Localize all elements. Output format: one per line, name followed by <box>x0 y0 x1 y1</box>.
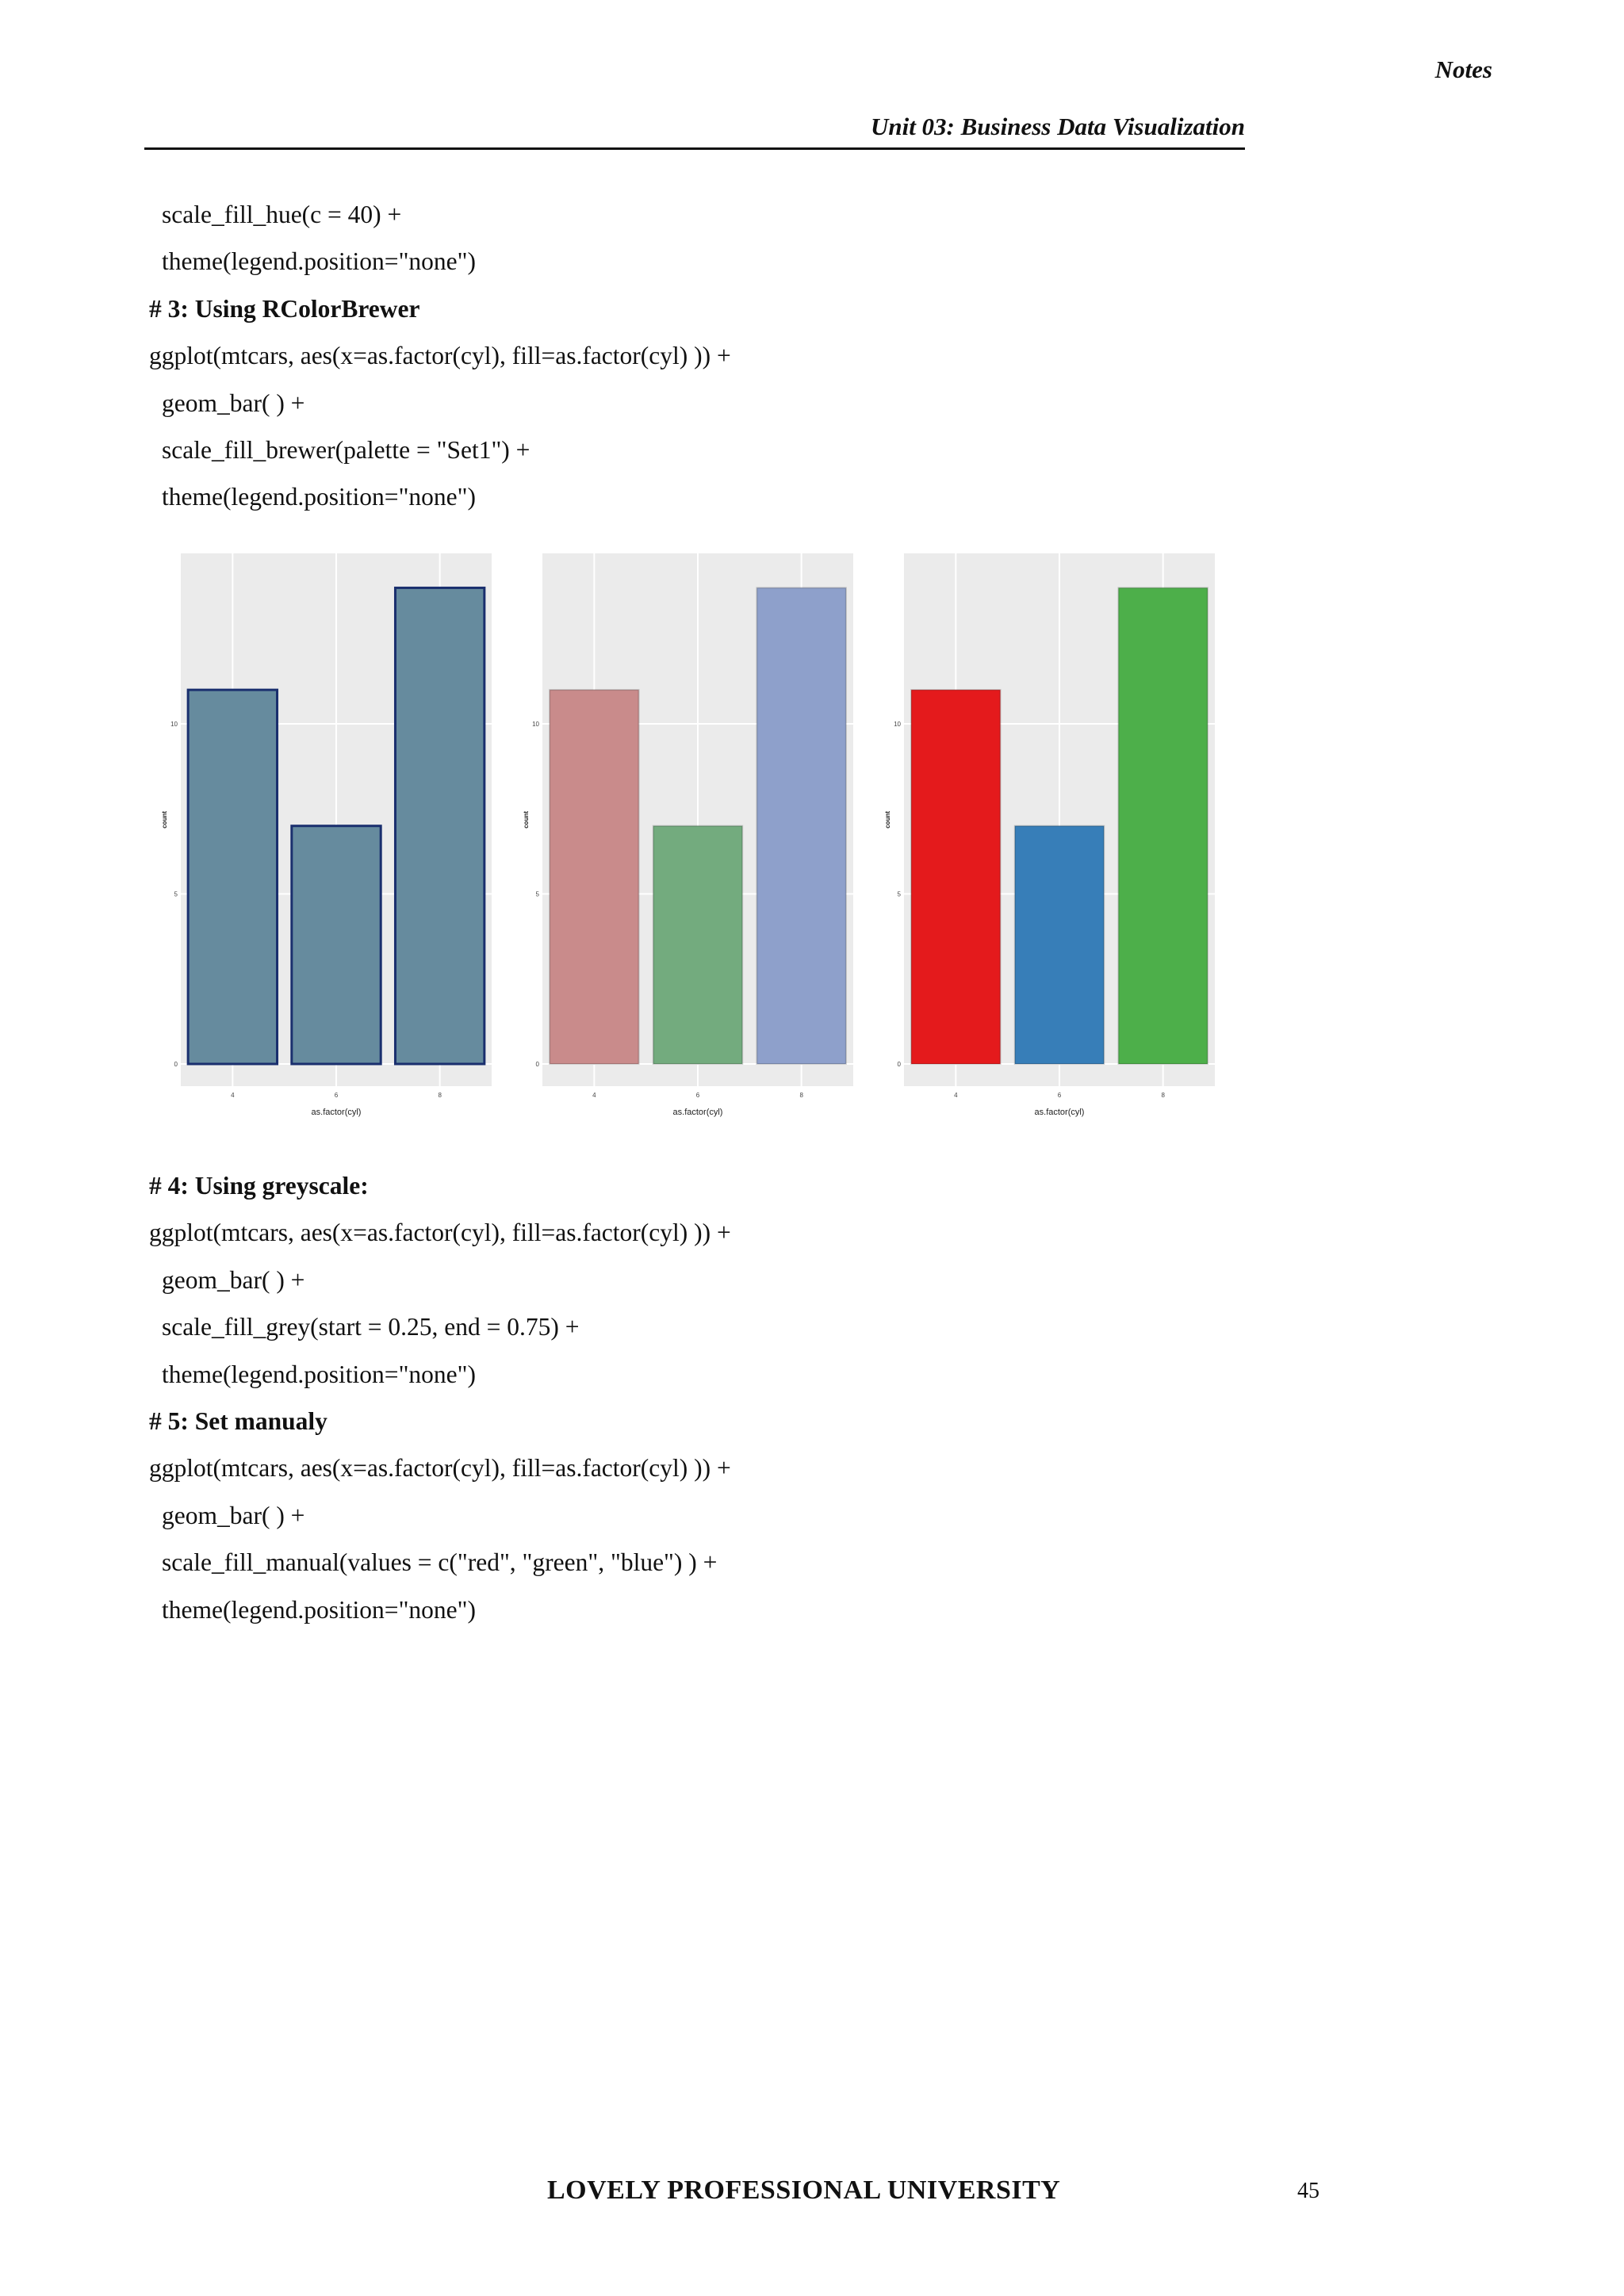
footer-university: LOVELY PROFESSIONAL UNIVERSITY <box>547 2175 1061 2205</box>
code-line: theme(legend.position="none") <box>162 1595 477 1624</box>
bar-6 <box>290 825 382 1066</box>
code-line: geom_bar( ) + <box>162 388 305 417</box>
y-tick-label: 0 <box>536 1061 540 1068</box>
code-line: scale_fill_manual(values = c("red", "gre… <box>162 1548 718 1577</box>
code-line: geom_bar( ) + <box>162 1265 305 1294</box>
y-tick-label: 5 <box>174 891 178 898</box>
x-tick-label: 8 <box>799 1092 803 1099</box>
code-line: scale_fill_hue(c = 40) + <box>162 201 402 228</box>
code-line: ggplot(mtcars, aes(x=as.factor(cyl), fil… <box>149 342 731 370</box>
chart-panel-3: 0 5 10 4 6 8 as.factor(cyl) count <box>882 550 1243 1137</box>
bar-6 <box>1013 825 1105 1065</box>
x-tick-label: 6 <box>335 1092 339 1099</box>
y-tick-label: 5 <box>536 891 540 898</box>
chart-panel-2: 0 5 10 4 6 8 as.factor(cyl) count <box>520 550 882 1137</box>
section-heading: # 4: Using greyscale: <box>149 1172 369 1200</box>
bar-4 <box>549 689 640 1065</box>
y-tick-label: 0 <box>898 1061 902 1068</box>
chart-panel-1: 0 5 10 4 6 8 as.factor(cyl) count <box>159 550 520 1137</box>
x-tick-label: 4 <box>592 1092 596 1099</box>
x-tick-label: 4 <box>231 1092 235 1099</box>
unit-header: Unit 03: Business Data Visualization <box>144 113 1245 150</box>
page-number: 45 <box>1297 2179 1320 2203</box>
code-line: theme(legend.position="none") <box>162 1360 477 1388</box>
notes-label: Notes <box>1434 55 1492 83</box>
x-axis-label: as.factor(cyl) <box>1035 1108 1085 1117</box>
code-block-1: scale_fill_hue(c = 40) + theme(legend.pos… <box>149 191 1101 521</box>
x-tick-label: 6 <box>696 1092 700 1099</box>
x-tick-label: 8 <box>438 1092 442 1099</box>
bar-chart-svg: 0 5 10 4 6 8 as.factor(cyl) count <box>523 553 853 1117</box>
y-tick-label: 10 <box>170 721 178 728</box>
bar-4 <box>910 689 1002 1065</box>
code-line: geom_bar( ) + <box>162 1501 305 1529</box>
bar-8 <box>756 587 847 1065</box>
x-axis-label: as.factor(cyl) <box>312 1108 362 1117</box>
y-tick-label: 5 <box>898 891 902 898</box>
code-line: scale_fill_brewer(palette = "Set1") + <box>162 435 530 464</box>
x-axis-label: as.factor(cyl) <box>673 1108 723 1117</box>
code-line: theme(legend.position="none") <box>162 483 477 511</box>
section-heading: # 5: Set manualy <box>149 1406 327 1435</box>
bar-chart-svg: 0 5 10 4 6 8 as.factor(cyl) count <box>884 553 1215 1117</box>
y-axis-label: count <box>884 811 891 828</box>
x-tick-label: 8 <box>1161 1092 1165 1099</box>
section-heading: # 3: Using RColorBrewer <box>149 294 420 323</box>
code-line: theme(legend.position="none") <box>162 247 477 276</box>
x-tick-label: 4 <box>954 1092 958 1099</box>
y-tick-label: 0 <box>174 1061 178 1068</box>
bar-8 <box>393 586 486 1066</box>
bar-4 <box>186 688 279 1066</box>
y-axis-label: count <box>161 811 168 828</box>
code-line: scale_fill_grey(start = 0.25, end = 0.75… <box>162 1313 580 1341</box>
bar-chart-svg: 0 5 10 4 6 8 as.factor(cyl) count <box>161 553 492 1117</box>
bar-6 <box>652 825 744 1065</box>
x-tick-label: 6 <box>1058 1092 1062 1099</box>
y-tick-label: 10 <box>894 721 901 728</box>
code-line: ggplot(mtcars, aes(x=as.factor(cyl), fil… <box>149 1219 731 1247</box>
y-tick-label: 10 <box>532 721 539 728</box>
code-block-2: # 4: Using greyscale: ggplot(mtcars, aes(… <box>149 1162 1101 1633</box>
bar-8 <box>1117 587 1208 1065</box>
bar-chart-figure: 0 5 10 4 6 8 as.factor(cyl) count 0 5 10 4 6 8 as.fac… <box>159 550 1245 1137</box>
code-line: ggplot(mtcars, aes(x=as.factor(cyl), fil… <box>149 1454 731 1483</box>
y-axis-label: count <box>523 811 530 828</box>
